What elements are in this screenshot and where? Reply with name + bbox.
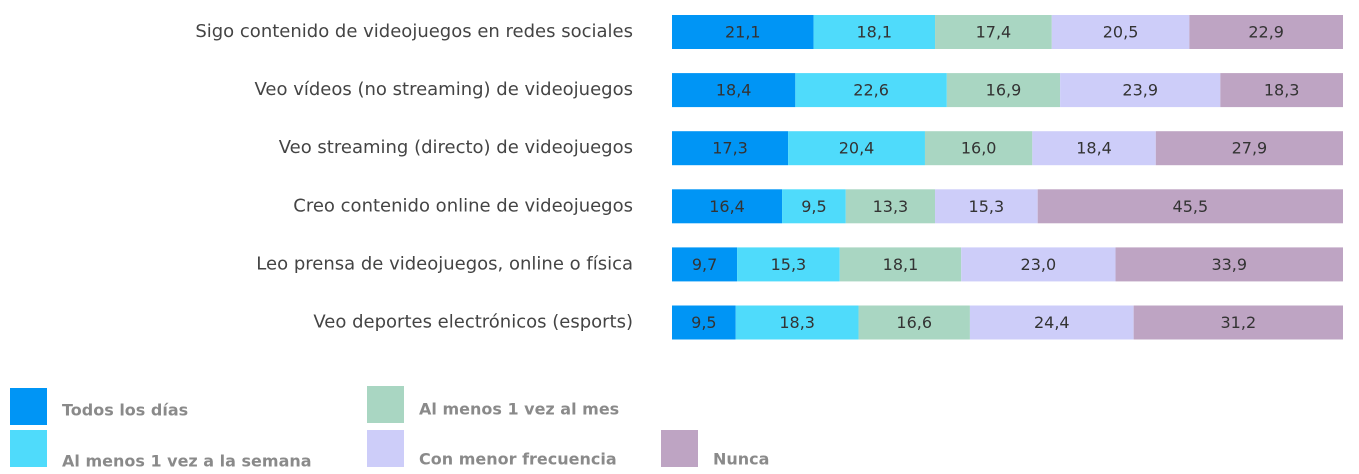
bar-segment bbox=[1037, 189, 1343, 224]
bar-segment bbox=[1220, 73, 1343, 108]
value-label: 33,9 bbox=[1211, 255, 1247, 274]
legend-swatch bbox=[661, 430, 698, 467]
legend-swatch bbox=[367, 430, 404, 467]
bar-segment bbox=[1051, 15, 1190, 49]
legend-swatch bbox=[10, 388, 47, 425]
value-label: 18,4 bbox=[1076, 139, 1112, 158]
bar-segment bbox=[813, 15, 936, 49]
legend-label: Todos los días bbox=[62, 401, 188, 420]
bar-segment bbox=[672, 247, 738, 282]
value-label: 16,0 bbox=[961, 139, 997, 158]
value-label: 31,2 bbox=[1221, 313, 1257, 332]
value-label: 23,9 bbox=[1122, 81, 1158, 100]
bar-segment bbox=[946, 73, 1061, 108]
legend-label: Al menos 1 vez al mes bbox=[419, 400, 619, 419]
value-label: 15,3 bbox=[771, 255, 807, 274]
category-label: Veo deportes electrónicos (esports) bbox=[313, 312, 633, 333]
value-label: 24,4 bbox=[1034, 313, 1070, 332]
bar-segment bbox=[672, 305, 736, 340]
value-label: 22,9 bbox=[1248, 23, 1284, 42]
value-label: 9,5 bbox=[691, 313, 716, 332]
bar-segment bbox=[737, 247, 840, 282]
bar-segment bbox=[935, 189, 1038, 224]
legend-label: Al menos 1 vez a la semana bbox=[62, 452, 312, 471]
value-label: 9,7 bbox=[692, 255, 717, 274]
value-label: 18,4 bbox=[716, 81, 752, 100]
value-label: 16,4 bbox=[709, 197, 745, 216]
value-label: 20,4 bbox=[839, 139, 875, 158]
bar-segment bbox=[672, 189, 783, 224]
value-label: 17,4 bbox=[976, 23, 1012, 42]
legend-label: Nunca bbox=[713, 450, 769, 469]
bar-segment bbox=[1060, 73, 1221, 108]
value-label: 18,3 bbox=[1264, 81, 1300, 100]
value-label: 13,3 bbox=[873, 197, 909, 216]
category-label: Leo prensa de videojuegos, online o físi… bbox=[256, 253, 633, 274]
legend-swatch bbox=[367, 386, 404, 423]
value-label: 15,3 bbox=[969, 197, 1005, 216]
value-label: 18,1 bbox=[883, 255, 919, 274]
bar-segment bbox=[845, 189, 936, 224]
bar-segment bbox=[924, 131, 1033, 166]
value-label: 45,5 bbox=[1173, 197, 1209, 216]
bar-segment bbox=[788, 131, 925, 166]
bar-segment bbox=[935, 15, 1052, 49]
bar-segment bbox=[839, 247, 962, 282]
bar-segment bbox=[961, 247, 1116, 282]
category-label: Veo streaming (directo) de videojuegos bbox=[279, 137, 633, 158]
legend-swatch bbox=[10, 430, 47, 467]
value-label: 16,6 bbox=[896, 313, 932, 332]
value-label: 17,3 bbox=[712, 139, 748, 158]
bar-segment bbox=[1115, 247, 1343, 282]
value-label: 21,1 bbox=[725, 23, 761, 42]
bar-segment bbox=[782, 189, 846, 224]
value-label: 23,0 bbox=[1021, 255, 1057, 274]
bar-segment bbox=[795, 73, 947, 108]
bar-segment bbox=[858, 305, 970, 340]
bar-segment bbox=[672, 131, 789, 166]
value-label: 9,5 bbox=[801, 197, 826, 216]
value-label: 18,1 bbox=[856, 23, 892, 42]
value-label: 27,9 bbox=[1232, 139, 1268, 158]
value-label: 18,3 bbox=[779, 313, 815, 332]
category-label: Sigo contenido de videojuegos en redes s… bbox=[195, 21, 633, 42]
bar-segment bbox=[672, 73, 796, 108]
value-label: 16,9 bbox=[986, 81, 1022, 100]
value-label: 20,5 bbox=[1103, 23, 1139, 42]
bar-segment bbox=[1189, 15, 1343, 49]
bar-segment bbox=[672, 15, 814, 49]
bar-segment bbox=[1032, 131, 1156, 166]
value-label: 22,6 bbox=[853, 81, 889, 100]
bar-segment bbox=[735, 305, 859, 340]
category-label: Creo contenido online de videojuegos bbox=[293, 195, 633, 216]
legend-label: Con menor frecuencia bbox=[419, 450, 617, 469]
bar-segment bbox=[1133, 305, 1343, 340]
bar-segment bbox=[969, 305, 1134, 340]
category-label: Veo vídeos (no streaming) de videojuegos bbox=[254, 79, 633, 100]
bar-segment bbox=[1155, 131, 1343, 166]
